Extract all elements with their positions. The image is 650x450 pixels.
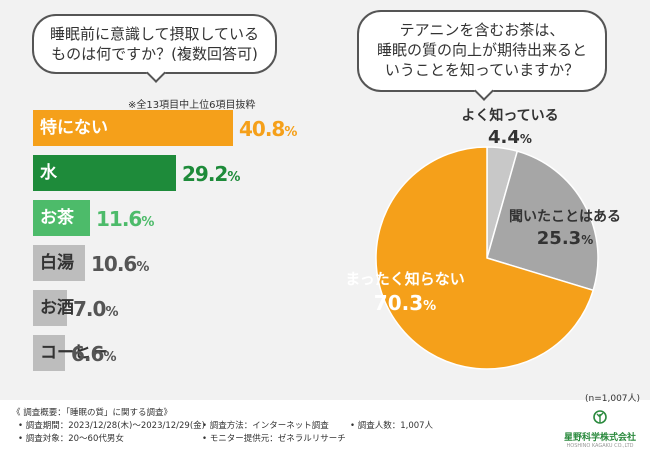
pie-category-label: まったく知らない xyxy=(345,270,465,288)
left-question-bubble: 睡眠前に意識して摂取している ものは何ですか？(複数回答可) xyxy=(32,14,277,83)
bar-3 xyxy=(33,245,85,281)
right-question-line3: いうことを知っていますか？ xyxy=(384,61,580,79)
sample-size: (n=1,007人) xyxy=(585,394,641,404)
bar-category-label: お酒 xyxy=(40,298,74,318)
survey-method: • 調査方法：インターネット調査 xyxy=(202,421,329,431)
bar-2 xyxy=(33,200,90,236)
bar-0 xyxy=(33,110,233,146)
pie-value-label: 4.4% xyxy=(488,127,532,148)
bar-category-label: 特にない xyxy=(40,118,108,138)
company-name-en: HOSHINO KAGAKU CO.,LTD xyxy=(566,443,634,449)
left-question-line1: 睡眠前に意識して摂取している xyxy=(49,25,260,43)
bar-value-label: 11.6% xyxy=(96,207,154,231)
pie-slice-1 xyxy=(486,150,599,292)
right-question-line1: テアニンを含むお茶は、 xyxy=(399,21,565,39)
bar-value-label: 29.2% xyxy=(182,162,240,186)
bar-category-label: コーヒー xyxy=(40,343,108,363)
bar-value-label: 7.0% xyxy=(73,297,118,321)
survey-provider: • モニター提供元：ゼネラルリサーチ xyxy=(202,434,346,444)
bar-1 xyxy=(33,155,176,191)
bar-4 xyxy=(33,290,67,326)
pie-category-label: 聞いたことはある xyxy=(509,209,621,225)
right-question-line2: 睡眠の質の向上が期待出来ると xyxy=(376,41,587,59)
overview-title: 《 調査概要：「睡眠の質」に関する調査》 xyxy=(12,408,172,418)
right-question-bubble: テアニンを含むお茶は、 睡眠の質の向上が期待出来ると いうことを知っていますか？ xyxy=(357,10,607,101)
bar-category-label: 水 xyxy=(40,163,57,183)
bar-category-label: 白湯 xyxy=(40,253,74,273)
survey-target: • 調査対象：20〜60代男女 xyxy=(18,434,124,444)
pie-value-label: 25.3% xyxy=(536,228,594,249)
pie-slice-2 xyxy=(375,146,595,370)
bar-value-label: 40.8% xyxy=(239,117,297,141)
bar-value-label: 10.6% xyxy=(91,252,149,276)
bar-5 xyxy=(33,335,65,371)
bar-category-label: お茶 xyxy=(40,208,74,228)
pie-chart xyxy=(375,146,599,370)
survey-period: • 調査期間：2023/12/28(木)〜2023/12/29(金) xyxy=(18,421,205,431)
survey-count: • 調査人数：1,007人 xyxy=(350,421,434,431)
subset-note: ※全13項目中上位6項目抜粋 xyxy=(128,100,256,111)
left-question-line2: ものは何ですか？(複数回答可) xyxy=(51,45,258,63)
company-logo: 星野科学株式会社 HOSHINO KAGAKU CO.,LTD xyxy=(560,408,640,449)
pie-value-label: 70.3% xyxy=(373,291,437,315)
pie-category-label: よく知っている xyxy=(461,108,559,124)
leaf-icon xyxy=(593,410,607,424)
bar-value-label: 6.6% xyxy=(71,342,116,366)
company-name: 星野科学株式会社 xyxy=(563,433,636,443)
